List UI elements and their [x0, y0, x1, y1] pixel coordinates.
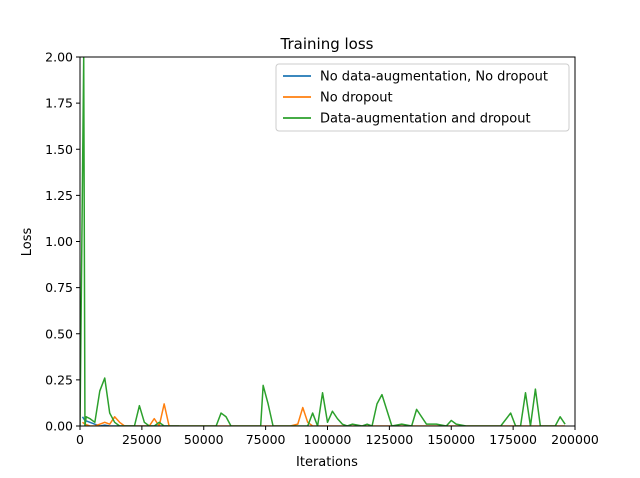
chart-title: Training loss	[280, 35, 374, 53]
y-tick-label: 1.00	[45, 234, 73, 249]
y-tick-label: 1.50	[45, 142, 73, 157]
y-tick-label: 0.75	[45, 280, 73, 295]
y-tick-label: 2.00	[45, 50, 73, 65]
y-axis-label: Loss	[20, 228, 35, 257]
series-line-0	[81, 416, 179, 426]
x-tick-label: 0	[76, 432, 84, 447]
x-axis-label: Iterations	[296, 455, 358, 470]
y-tick-label: 0.50	[45, 326, 73, 341]
legend-entry-1: No dropout	[320, 91, 393, 106]
legend-box	[275, 63, 570, 132]
y-axis: 0.00 0.25 0.50 0.75 1.00 1.25 1.50 1.75 2.00	[45, 50, 80, 434]
x-tick-label: 200000	[551, 432, 599, 447]
x-tick-label: 125000	[366, 432, 414, 447]
legend: No data-augmentation, No dropout No dropo…	[275, 63, 570, 132]
legend-entry-2: Data-augmentation and dropout	[320, 112, 531, 127]
y-tick-label: 0.00	[45, 419, 73, 434]
x-tick-label: 150000	[427, 432, 475, 447]
y-tick-label: 1.25	[45, 188, 73, 203]
x-axis: 0 25000 50000 75000 100000 125000 150000 175000…	[76, 426, 599, 447]
series-line-1	[82, 403, 566, 426]
x-tick-label: 25000	[122, 432, 162, 447]
x-tick-label: 175000	[489, 432, 537, 447]
y-tick-label: 1.75	[45, 96, 73, 111]
x-tick-label: 100000	[304, 432, 352, 447]
x-tick-label: 75000	[246, 432, 286, 447]
legend-entry-0: No data-augmentation, No dropout	[320, 70, 548, 85]
x-tick-label: 50000	[184, 432, 224, 447]
series-layer	[80, 57, 566, 426]
y-tick-label: 0.25	[45, 372, 73, 387]
